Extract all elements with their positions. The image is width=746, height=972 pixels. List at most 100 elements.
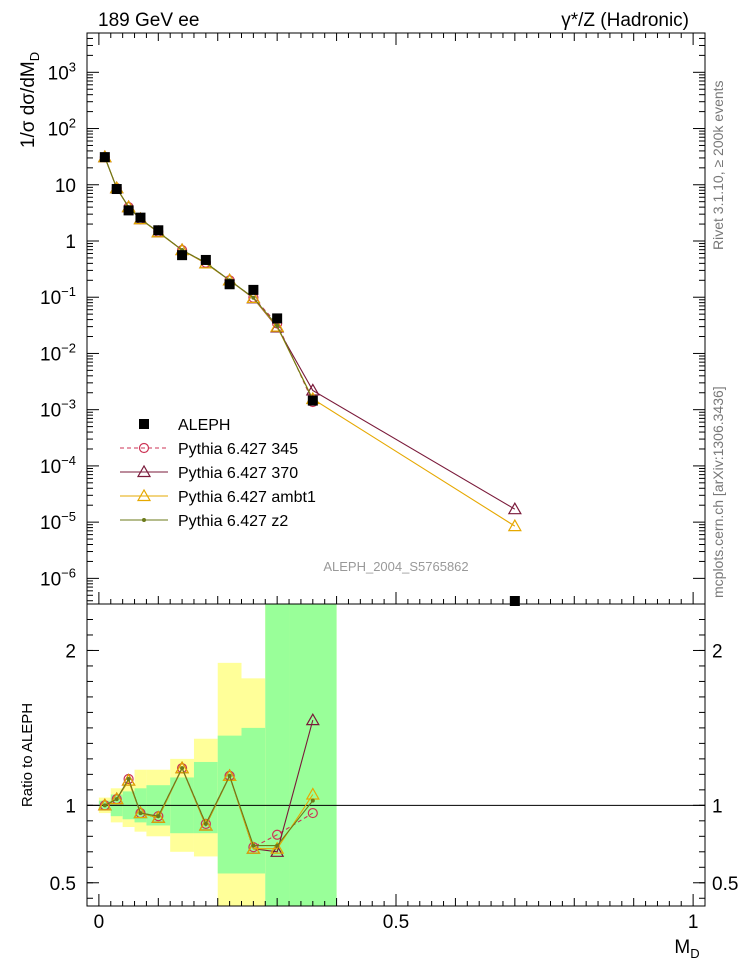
marker-pythia-6-427-370-10 — [305, 383, 320, 396]
uncertainty-band-green — [241, 727, 266, 874]
marker-pythia-6-427-370-11 — [507, 501, 522, 515]
y-tick-label: 10−3 — [40, 397, 76, 422]
marker-pythia-6-427-z2-8 — [251, 843, 256, 848]
marker-pythia-6-427-ambt1-0 — [97, 798, 112, 811]
marker-pythia-6-427-ambt1-7 — [222, 768, 237, 782]
main-panel: ALEPH_2004_S5765862 ALEPH Pythia 6.427 34… — [18, 32, 706, 606]
marker-pythia-6-427-z2-9 — [275, 323, 280, 328]
ratio-axes: 0.5 0.5 1 1 2 2 0 0.5 1 — [50, 618, 738, 933]
marker-aleph-6 — [200, 254, 211, 265]
marker-pythia-6-427-z2-8 — [251, 295, 256, 300]
marker-pythia-6-427-z2-9 — [275, 843, 280, 848]
ratio-panel: 0.5 0.5 1 1 2 2 0 0.5 1 Ratio to ALEPH MD — [19, 603, 738, 961]
ratio-y-tick-label-right: 1 — [712, 796, 723, 817]
series-line — [104, 156, 314, 401]
marker-pythia-6-427-ambt1-8 — [246, 290, 261, 304]
marker-aleph-8 — [248, 284, 259, 295]
y-tick-label: 10−1 — [40, 284, 76, 309]
marker-pythia-6-427-ambt1-9 — [270, 319, 285, 332]
legend: ALEPH Pythia 6.427 345 Pythia 6.427 370 Pyt… — [120, 417, 316, 530]
ratio-frame — [86, 603, 706, 907]
marker-aleph-1 — [111, 184, 122, 195]
ratio-y-tick-label: 0.5 — [50, 874, 76, 895]
legend-item: Pythia 6.427 345 — [120, 441, 298, 458]
series-aleph — [99, 152, 520, 606]
ratio-ylabel: Ratio to ALEPH — [19, 703, 36, 807]
legend-label: Pythia 6.427 ambt1 — [178, 489, 316, 506]
marker-pythia-6-427-z2-2 — [126, 777, 131, 782]
legend-item: Pythia 6.427 ambt1 — [120, 488, 316, 506]
series-line — [104, 156, 314, 403]
series-pythia-6-427-ambt1 — [97, 149, 522, 532]
marker-aleph-0 — [99, 152, 110, 163]
marker-pythia-6-427-345-legend — [138, 442, 150, 454]
ratio-y-tick-label: 1 — [65, 796, 76, 817]
marker-pythia-6-427-z2-7 — [227, 773, 232, 778]
series-pythia-6-427-345 — [99, 152, 318, 408]
marker-pythia-6-427-370-9 — [270, 844, 285, 857]
mcplots-label: mcplots.cern.ch [arXiv:1306.3436] — [710, 386, 726, 598]
marker-pythia-6-427-z2-3 — [138, 811, 143, 816]
uncertainty-band-green — [265, 604, 290, 906]
marker-pythia-6-427-345-10 — [307, 807, 318, 819]
marker-aleph-3 — [135, 212, 146, 223]
marker-aleph-2 — [123, 205, 134, 216]
ratio-y-tick-label-right: 0.5 — [712, 874, 738, 895]
y-tick-label: 10−6 — [40, 565, 76, 590]
marker-pythia-6-427-370-10 — [305, 712, 320, 726]
marker-pythia-6-427-ambt1-6 — [198, 818, 213, 831]
y-tick-label: 103 — [48, 59, 76, 84]
marker-pythia-6-427-ambt1-4 — [151, 810, 166, 823]
series-line — [104, 156, 516, 510]
series-pythia-6-427-z2 — [102, 155, 315, 402]
uncertainty-band-green — [289, 604, 337, 906]
series-pythia-6-427-370 — [97, 149, 522, 515]
marker-pythia-6-427-ambt1-3 — [133, 805, 148, 819]
x-tick-label: 0.5 — [383, 912, 409, 933]
marker-pythia-6-427-z2-0 — [102, 803, 107, 808]
y-tick-label: 10−4 — [40, 453, 76, 478]
uncertainty-band-green — [217, 735, 242, 874]
marker-pythia-6-427-ambt1-9 — [270, 841, 285, 854]
marker-aleph-4 — [153, 225, 164, 236]
header-left: 189 GeV ee — [98, 10, 199, 31]
x-tick-label: 0 — [94, 912, 105, 933]
marker-pythia-6-427-ambt1-8 — [246, 841, 261, 854]
y-tick-label: 102 — [48, 116, 76, 141]
y-tick-label: 10−5 — [40, 509, 76, 534]
y-tick-label: 10−2 — [40, 340, 76, 365]
marker-pythia-6-427-z2-1 — [114, 797, 119, 802]
marker-aleph-10 — [307, 395, 318, 406]
legend-item: Pythia 6.427 370 — [120, 464, 298, 482]
series-pythia-6-427-z2 — [102, 766, 315, 848]
marker-pythia-6-427-ambt1-legend — [136, 488, 152, 502]
marker-aleph-5 — [177, 250, 188, 261]
watermark: ALEPH_2004_S5765862 — [323, 559, 468, 574]
marker-pythia-6-427-z2-legend — [142, 518, 146, 522]
legend-item: Pythia 6.427 z2 — [120, 513, 288, 530]
marker-pythia-6-427-ambt1-2 — [121, 773, 136, 786]
marker-aleph-legend — [139, 419, 149, 429]
uncertainty-band-green — [193, 761, 218, 834]
marker-pythia-6-427-z2-5 — [180, 766, 185, 771]
legend-label: Pythia 6.427 370 — [178, 465, 298, 482]
legend-label: Pythia 6.427 z2 — [178, 513, 288, 530]
main-ylabel: 1/σ dσ/dMD — [18, 52, 42, 148]
x-axis-label: MD — [674, 937, 699, 961]
y-tick-label: 10 — [55, 176, 76, 197]
rivet-label: Rivet 3.1.10, ≥ 200k events — [710, 80, 726, 250]
marker-pythia-6-427-ambt1-5 — [175, 760, 190, 774]
marker-aleph-7 — [224, 279, 235, 290]
x-tick-label: 1 — [688, 912, 699, 933]
legend-item: ALEPH — [139, 417, 230, 434]
marker-pythia-6-427-z2-4 — [156, 814, 161, 819]
y-tick-label: 1 — [65, 232, 76, 253]
marker-pythia-6-427-ambt1-1 — [109, 791, 124, 805]
series-line — [104, 156, 516, 527]
marker-aleph-9 — [272, 313, 283, 324]
ratio-y-tick-label: 2 — [65, 641, 76, 662]
marker-pythia-6-427-370-legend — [136, 464, 152, 478]
main-y-axis: 10−6 10−5 10−4 10−3 10−2 10−1 1 10 102 103 — [40, 32, 705, 604]
ratio-y-tick-label-right: 2 — [712, 641, 723, 662]
